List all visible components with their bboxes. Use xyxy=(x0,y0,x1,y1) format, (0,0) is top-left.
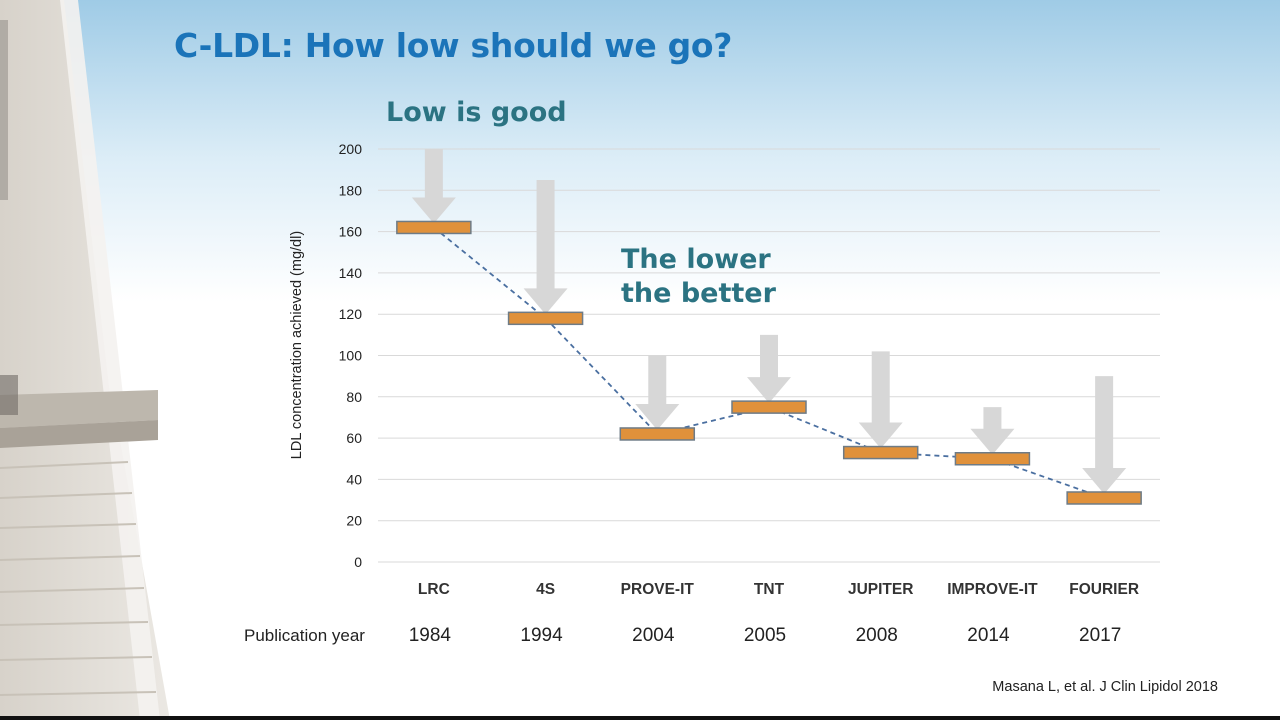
x-category-label: LRC xyxy=(418,581,450,598)
publication-year: 2017 xyxy=(1079,625,1121,646)
bar-jupiter xyxy=(842,445,919,460)
x-category-label: 4S xyxy=(536,581,555,598)
x-category-label: FOURIER xyxy=(1069,581,1139,598)
y-tick-label: 160 xyxy=(339,224,363,240)
publication-year: 2008 xyxy=(856,625,898,646)
publication-year: 2004 xyxy=(632,625,675,646)
reduction-arrow-jupiter xyxy=(858,351,903,449)
bar-tnt xyxy=(731,400,807,414)
y-tick-label: 140 xyxy=(339,265,363,281)
y-tick-label: 120 xyxy=(339,306,363,322)
y-tick-label: 40 xyxy=(346,471,362,487)
reference-citation: Masana L, et al. J Clin Lipidol 2018 xyxy=(992,679,1218,695)
y-tick-label: 200 xyxy=(339,141,363,157)
bar-prove-it xyxy=(619,427,696,441)
reduction-arrow-tnt xyxy=(747,334,791,404)
subtitle-lower-better-line2: the better xyxy=(621,278,776,309)
publication-year: 2005 xyxy=(744,625,786,646)
x-category-label: TNT xyxy=(754,581,785,598)
y-tick-label: 180 xyxy=(339,182,363,198)
reduction-arrow-improve-it xyxy=(970,407,1015,455)
bar-fourier xyxy=(1066,491,1142,505)
y-tick-label: 0 xyxy=(354,554,362,570)
subtitle-lower-better: The lower the better xyxy=(621,243,776,311)
y-tick-label: 60 xyxy=(346,430,362,446)
publication-year: 2014 xyxy=(967,625,1010,646)
reduction-arrow-lrc xyxy=(411,149,456,224)
publication-year: 1984 xyxy=(409,625,452,646)
x-category-label: JUPITER xyxy=(848,581,913,598)
publication-year: 1994 xyxy=(520,625,563,646)
publication-year-label: Publication year xyxy=(244,626,365,645)
y-tick-label: 20 xyxy=(346,513,362,529)
subtitle-low-is-good: Low is good xyxy=(386,97,567,128)
y-tick-label: 100 xyxy=(339,348,363,364)
bar-lrc xyxy=(396,220,472,235)
reduction-arrow-4s xyxy=(523,179,568,315)
bar-4s xyxy=(507,311,584,326)
y-tick-label: 80 xyxy=(346,389,362,405)
bar-improve-it xyxy=(954,452,1031,466)
slide-title: C-LDL: How low should we go? xyxy=(174,26,733,65)
subtitle-lower-better-line1: The lower xyxy=(621,244,771,275)
x-category-label: PROVE-IT xyxy=(621,581,695,598)
reduction-arrow-prove-it xyxy=(635,355,680,430)
reduction-arrow-fourier xyxy=(1082,376,1127,494)
x-category-label: IMPROVE-IT xyxy=(947,581,1038,598)
y-axis-label: LDL concentration achieved (mg/dl) xyxy=(289,231,305,459)
